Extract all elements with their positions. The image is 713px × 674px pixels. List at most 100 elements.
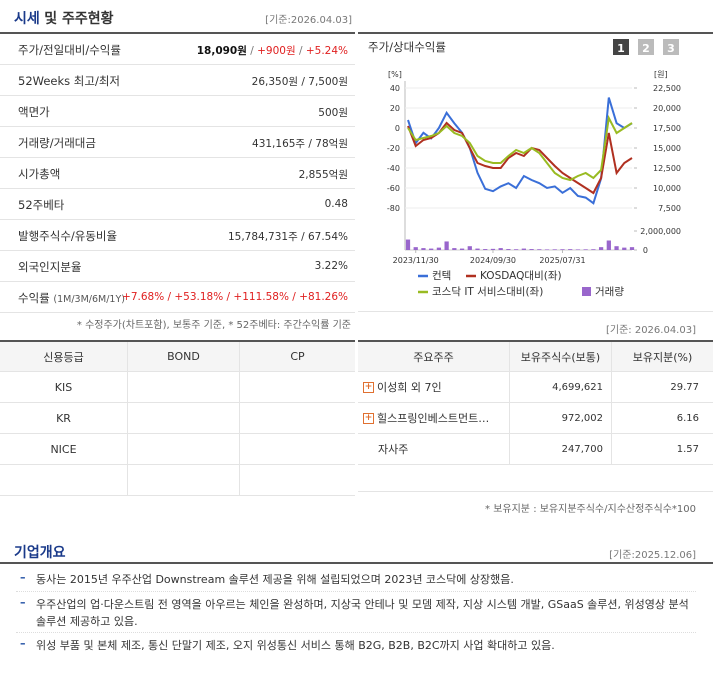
label-text: 52Weeks 최고/최저 <box>18 74 120 88</box>
holder-name-cell: 자사주 <box>358 434 510 465</box>
credit-cell <box>128 434 240 465</box>
y2-tick-label: 20,000 <box>653 104 681 113</box>
value-part: +900원 <box>257 45 296 57</box>
market-row: 52주베타 0.48 <box>0 189 355 220</box>
volume-bar <box>436 247 442 250</box>
volume-bar <box>622 247 627 250</box>
value-part: +5.24% <box>305 45 348 57</box>
chart-button[interactable] <box>613 39 629 55</box>
holders-bottom <box>358 491 713 492</box>
volume-bar <box>467 246 472 250</box>
row-label: 52주베타 <box>18 197 64 213</box>
bullet-dash: – <box>20 596 26 609</box>
credit-cell <box>128 465 240 496</box>
row-value: +7.68% / +53.18% / +111.58% / +81.26% <box>122 291 348 303</box>
volume-bar <box>552 249 557 250</box>
holder-shares: 4,699,621 <box>510 372 612 403</box>
bullet-dash: – <box>20 571 26 584</box>
expand-icon[interactable]: + <box>363 412 374 424</box>
series-line <box>407 121 633 195</box>
y2-tick-label: 10,000 <box>653 184 681 193</box>
market-table-top <box>0 32 355 34</box>
overview-title: 기업개요 <box>14 545 66 561</box>
row-label: 52Weeks 최고/최저 <box>18 73 120 89</box>
row-label: 외국인지분율 <box>18 259 81 275</box>
row-label: 시가총액 <box>18 166 60 182</box>
volume-bar <box>490 248 496 250</box>
holder-shares: 247,700 <box>510 434 612 465</box>
y2-tick-label: 7,500 <box>658 204 681 213</box>
overview-bullet: 위성 부품 및 본체 제조, 통신 단말기 제조, 오지 위성통신 서비스 통해… <box>36 639 555 652</box>
market-note: * 수정주가(차트포함), 보통주 기준, * 52주베타: 주간수익률 기준 <box>76 320 351 331</box>
market-row: 발행주식수/유동비율 15,784,731주 / 67.54% <box>0 220 355 251</box>
row-value: 2,855억원 <box>299 167 348 182</box>
expand-icon[interactable]: + <box>363 381 374 393</box>
credit-header: BOND <box>128 342 240 372</box>
overview-top <box>0 562 713 564</box>
volume-bar <box>405 239 411 250</box>
row-value: 26,350원 / 7,500원 <box>252 74 348 89</box>
label-text: 액면가 <box>18 105 50 119</box>
chart-button-label[interactable]: 3 <box>667 42 675 55</box>
market-row: 액면가 500원 <box>0 96 355 127</box>
holders-header: 보유지분(%) <box>612 342 713 372</box>
volume-bar <box>475 248 480 250</box>
market-row: 거래량/거래대금 431,165주 / 78억원 <box>0 127 355 158</box>
label-text: 발행주식수/유동비율 <box>18 229 118 243</box>
legend-swatch <box>582 287 591 296</box>
y2-tick-label: 12,500 <box>653 164 681 173</box>
x-tick-label: 2023/11/30 <box>393 256 439 265</box>
y-tick-label: 0 <box>395 124 400 133</box>
volume-bar <box>452 248 457 250</box>
y-tick-label: -40 <box>387 164 400 173</box>
y2-tick-label: 17,500 <box>653 124 681 133</box>
holder-name-cell: + 이성희 외 7인 <box>358 372 510 403</box>
chart-button[interactable] <box>638 39 654 55</box>
row-value: 15,784,731주 / 67.54% <box>228 229 348 244</box>
legend-label: 거래량 <box>595 286 624 298</box>
credit-top <box>0 340 355 342</box>
y-tick-label: 20 <box>390 104 400 113</box>
bullet-separator <box>16 591 696 592</box>
row-value: 3.22% <box>315 260 348 272</box>
value-part: / <box>295 45 306 57</box>
value-text: 15,784,731주 / 67.54% <box>227 231 348 243</box>
y2-axis-label: [원] <box>654 70 668 79</box>
y-tick-label: 40 <box>390 84 400 93</box>
value-text: 0.48 <box>324 198 348 210</box>
volume-bar <box>498 248 503 250</box>
label-sub: (1M/3M/6M/1Y) <box>53 294 125 305</box>
overview-date: [기준:2025.12.06] <box>609 550 696 561</box>
chart-button-label[interactable]: 1 <box>617 42 625 55</box>
x-tick-label: 2024/09/30 <box>470 256 516 265</box>
holder-name: 자사주 <box>378 443 409 456</box>
volume-bar <box>506 249 511 250</box>
volume-bar <box>568 249 573 250</box>
chart-button-label[interactable]: 2 <box>642 42 650 55</box>
holders-date: [기준: 2026.04.03] <box>605 325 696 336</box>
label-text: 주가/전일대비/수익률 <box>18 43 121 57</box>
row-value: 0.48 <box>325 198 348 210</box>
series-line <box>407 114 633 182</box>
holder-name: 힐스프링인베스트먼트… <box>377 412 490 425</box>
legend-label: 코스닥 IT 서비스대비(좌) <box>432 286 543 298</box>
holder-name-cell: + 힐스프링인베스트먼트… <box>358 403 510 434</box>
y-tick-label: -60 <box>387 184 400 193</box>
title-rest: 및 주주현황 <box>44 11 114 27</box>
holder-shares: 972,002 <box>510 403 612 434</box>
market-row: 시가총액 2,855억원 <box>0 158 355 189</box>
volume-bar <box>575 249 581 250</box>
credit-agency: NICE <box>0 434 128 465</box>
value-text: +7.68% / +53.18% / +111.58% / +81.26% <box>122 291 348 303</box>
chart-button[interactable] <box>663 39 679 55</box>
label-text: 시가총액 <box>18 167 61 181</box>
overview-bullet: 동사는 2015년 우주산업 Downstream 솔루션 제공을 위해 설립되… <box>36 573 514 586</box>
volume-tick-label: 2,000,000 <box>640 227 681 236</box>
price-chart: 주가/상대수익률 1 2 3 [%] [원] 40 20 0 -20 -40 -60 -80 22,500… <box>368 39 681 298</box>
credit-cell <box>240 465 355 496</box>
holder-pct: 29.77 <box>612 372 713 403</box>
value-text: 26,350원 / 7,500원 <box>251 76 348 88</box>
volume-bar <box>444 241 449 250</box>
legend-label: KOSDAQ대비(좌) <box>480 270 562 282</box>
